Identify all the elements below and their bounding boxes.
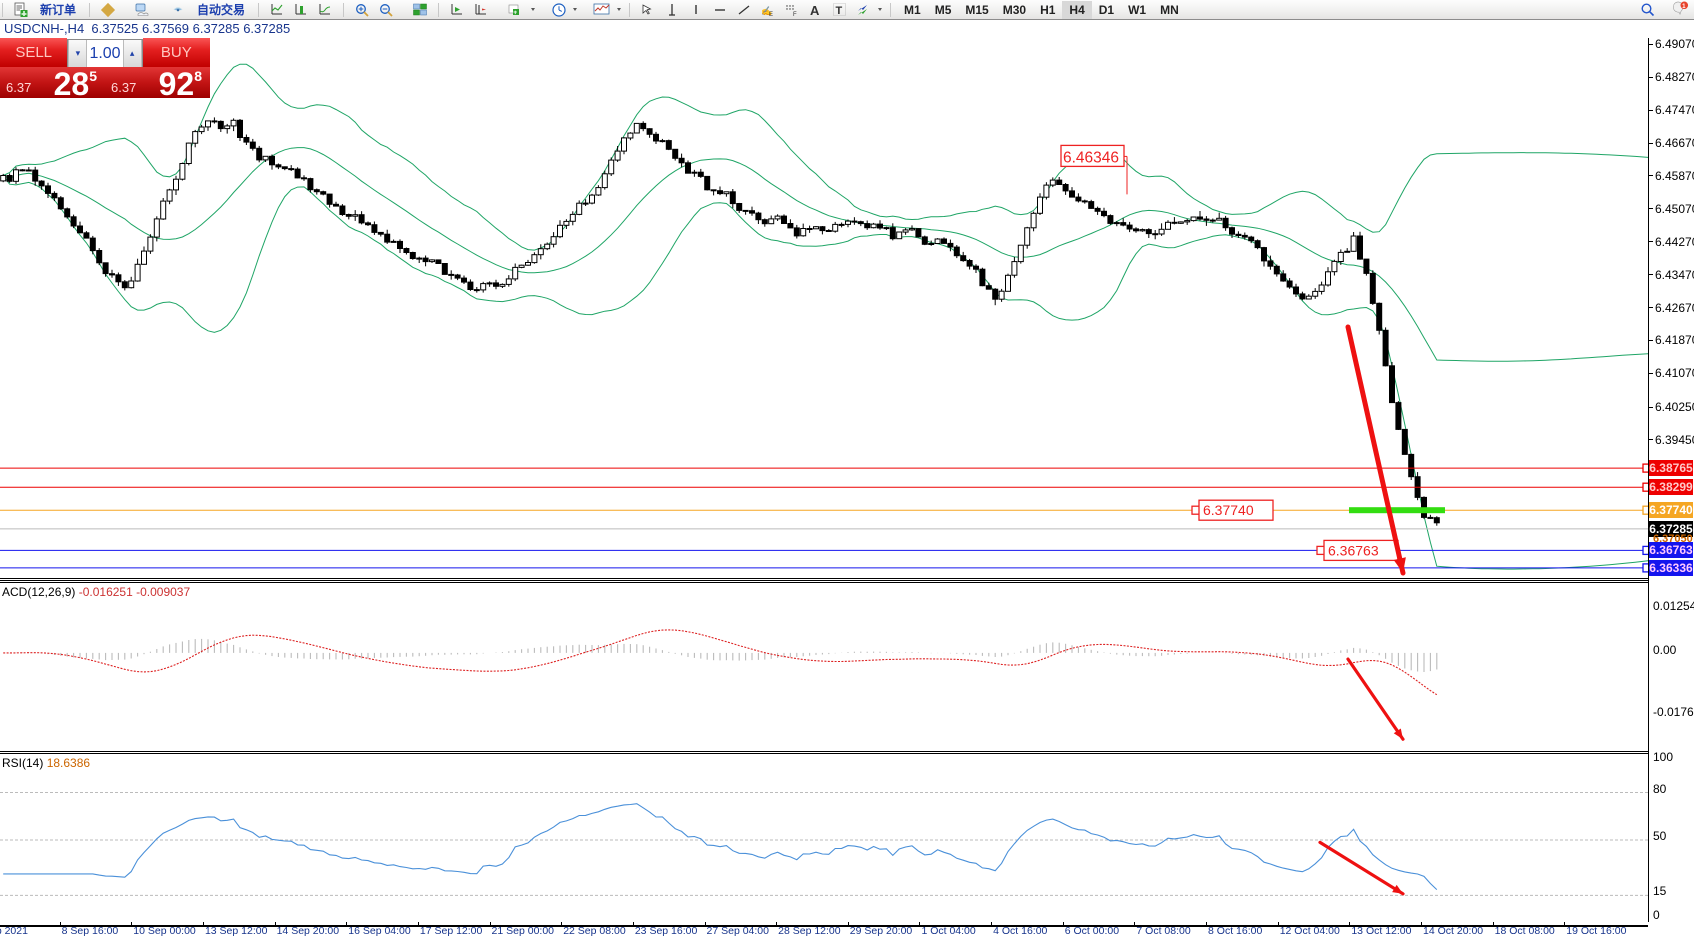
svg-text:F: F: [793, 12, 797, 18]
svg-text:6.46346: 6.46346: [1063, 149, 1119, 166]
svg-text:A: A: [810, 3, 820, 18]
svg-text:1: 1: [1682, 2, 1686, 9]
svg-text:6.36763: 6.36763: [1328, 542, 1379, 558]
svg-text:T: T: [836, 5, 843, 17]
svg-text:6.37740: 6.37740: [1203, 502, 1254, 518]
svg-text:E: E: [769, 12, 773, 18]
